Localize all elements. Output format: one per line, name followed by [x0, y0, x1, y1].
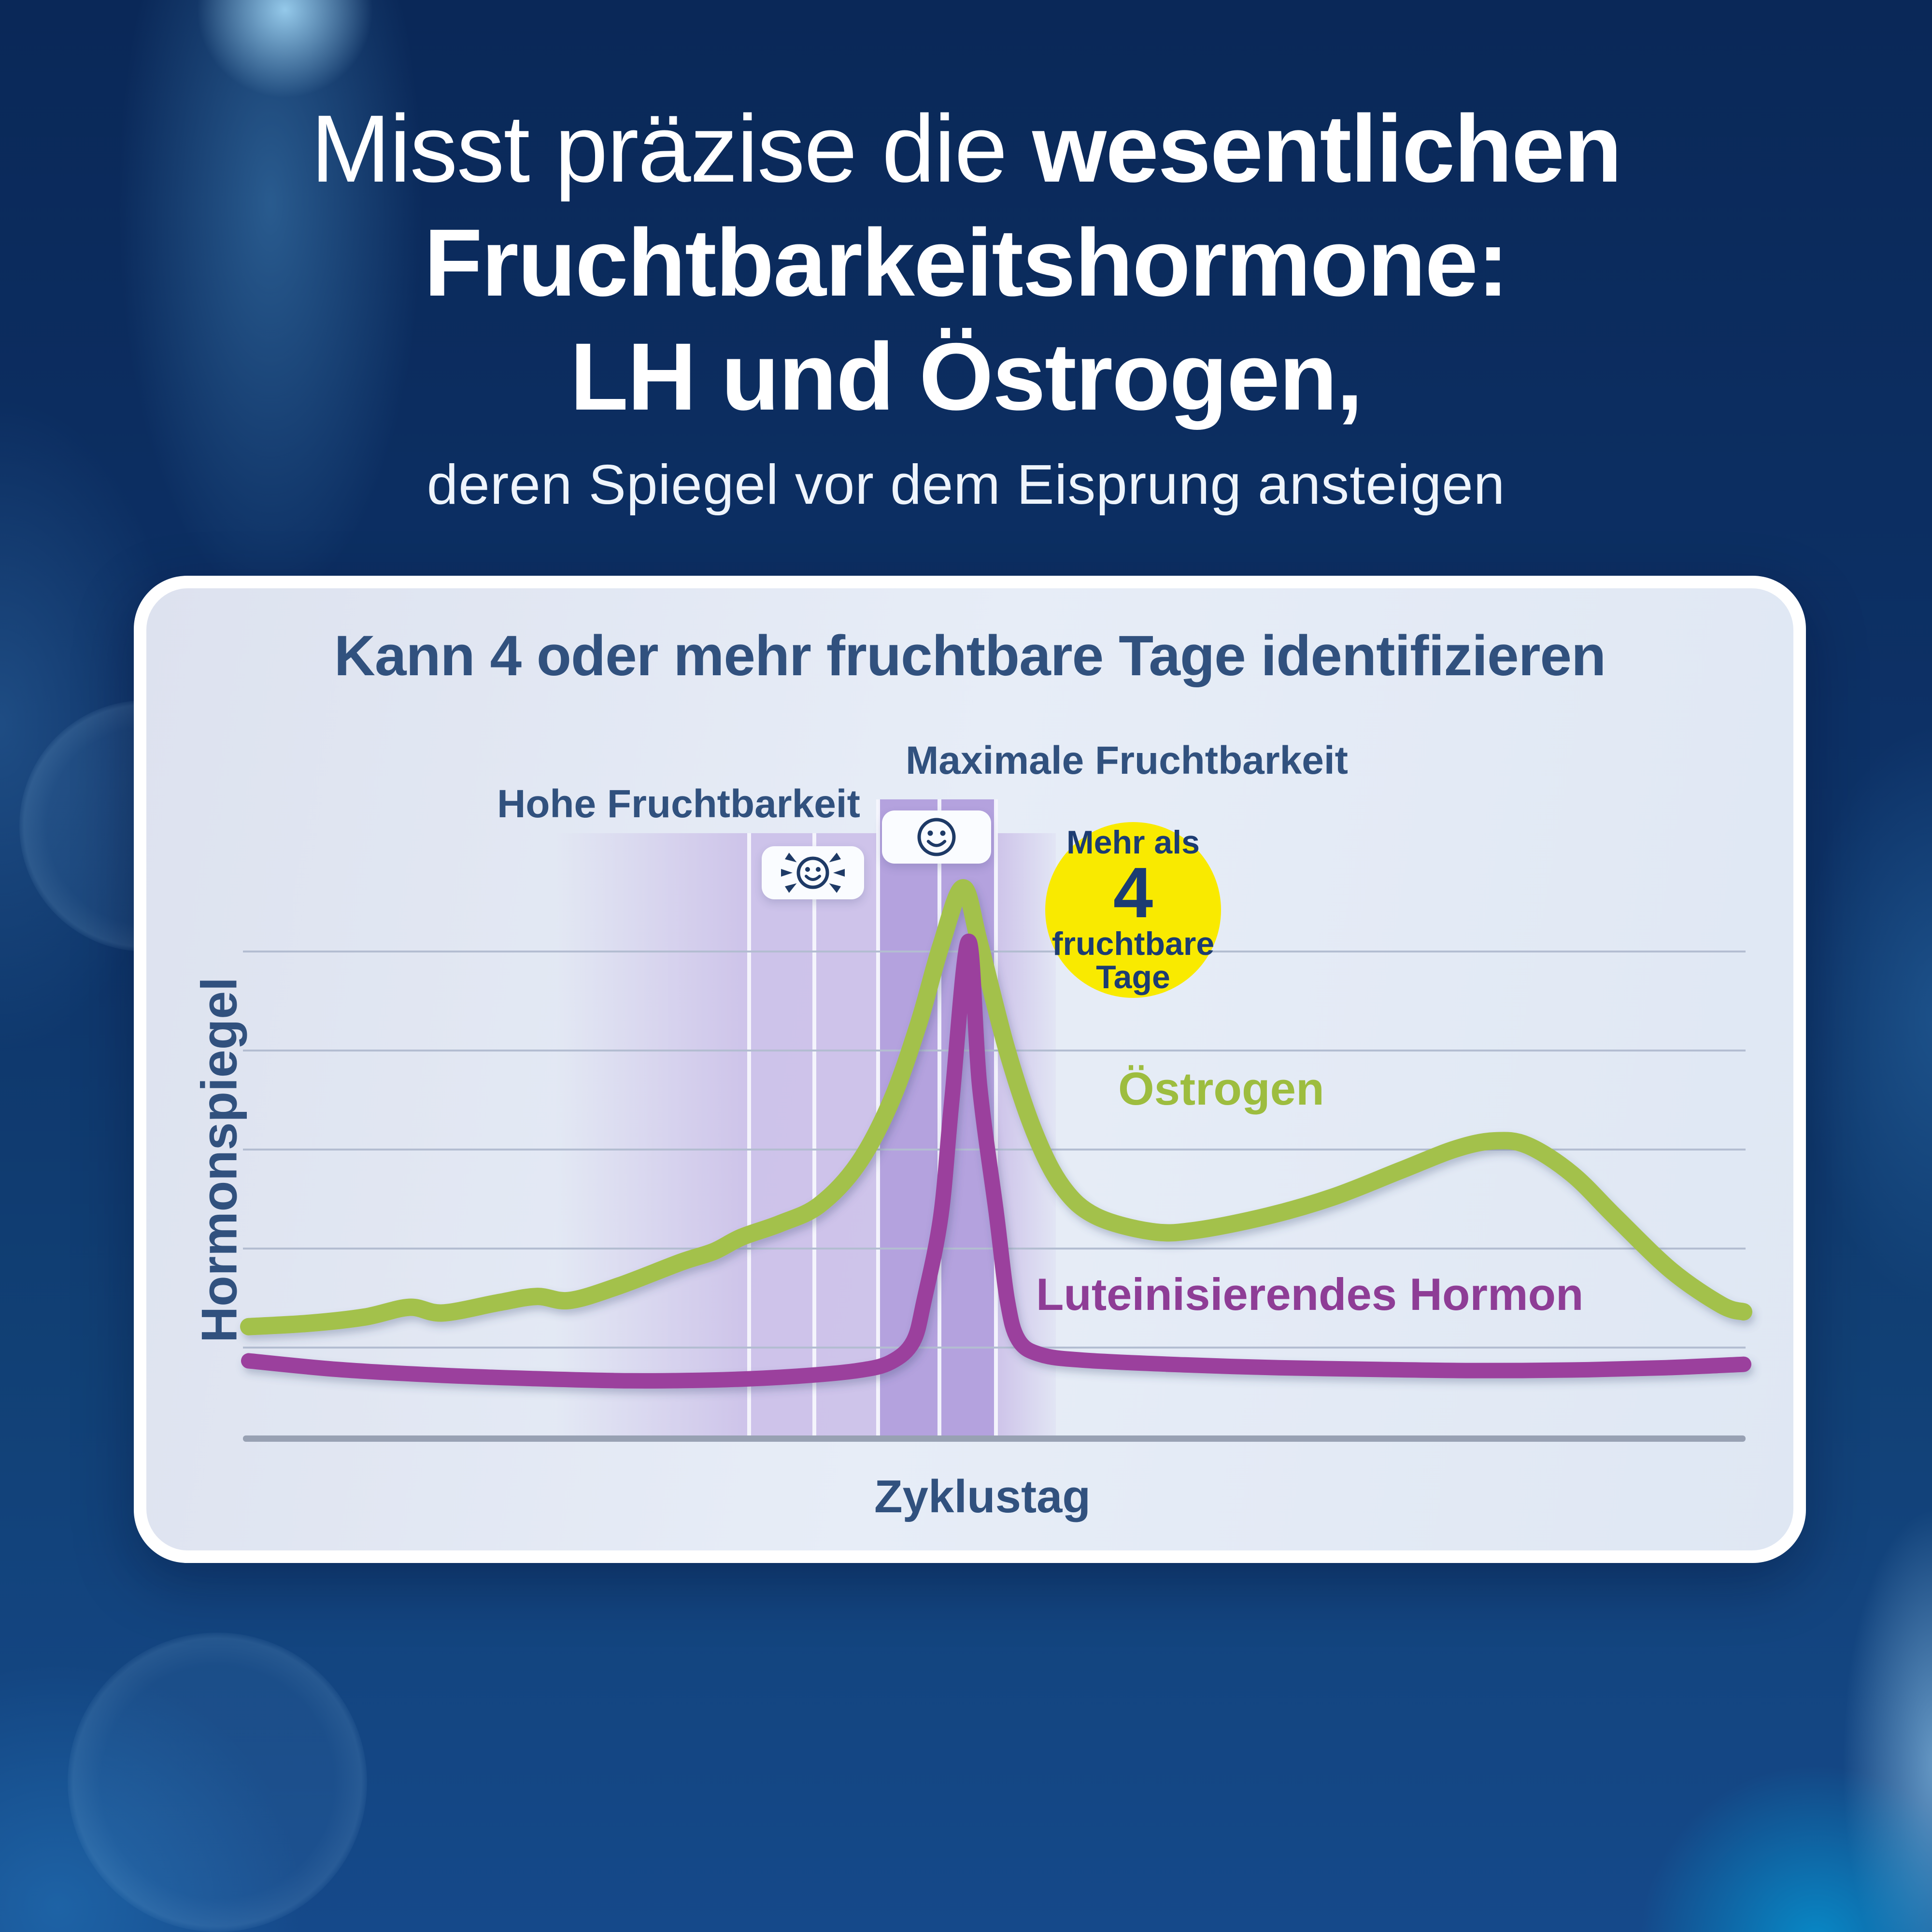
peak-fertility-label: Maximale Fruchtbarkeit	[906, 739, 1348, 782]
band-divider	[994, 799, 998, 1438]
smiley-icon	[917, 818, 956, 856]
gridline	[243, 1149, 1746, 1151]
peak-fertility-chip	[882, 810, 991, 864]
gridline	[243, 1050, 1746, 1051]
x-axis-line	[243, 1435, 1746, 1442]
high-fertility-label: Hohe Fruchtbarkeit	[497, 782, 860, 826]
peak-fertility-band-day2	[939, 799, 996, 1438]
gridline	[243, 1347, 1746, 1349]
fertile-days-badge: Mehr als 4 fruchtbare Tage	[1045, 822, 1221, 998]
band-divider	[876, 799, 880, 1438]
gridline	[243, 951, 1746, 952]
band-divider	[938, 799, 941, 1438]
heading-subtitle: deren Spiegel vor dem Eisprung ansteigen	[426, 453, 1506, 516]
heading-line1-light: Misst präzise die	[311, 95, 1033, 202]
heading-line-1: Misst präzise die wesentlichen	[0, 92, 1932, 206]
high-fertility-chip	[762, 846, 864, 899]
badge-line-2: fruchtbare	[1051, 925, 1215, 962]
chart-card: Kann 4 oder mehr fruchtbare Tage identif…	[134, 576, 1806, 1563]
heading-line-2: Fruchtbarkeitshormone:	[424, 209, 1509, 316]
gridline	[243, 1248, 1746, 1250]
peak-fertility-band-day1	[878, 799, 939, 1438]
badge-line-3: Tage	[1096, 958, 1170, 995]
heading-line-3: LH und Östrogen,	[570, 323, 1363, 430]
badge-line-1: Mehr als	[1066, 824, 1200, 861]
page-heading: Misst präzise die wesentlichen Fruchtbar…	[0, 92, 1932, 517]
flashing-smiley-icon	[781, 852, 845, 893]
heading-line1-bold: wesentlichen	[1032, 95, 1622, 202]
y-axis-label: Hormonspiegel	[191, 977, 248, 1343]
estrogen-series-label: Östrogen	[1118, 1063, 1324, 1115]
x-axis-label: Zyklustag	[874, 1471, 1091, 1522]
bokeh-glow	[68, 1633, 367, 1932]
badge-number: 4	[1113, 853, 1153, 933]
lh-series-label: Luteinisierendes Hormon	[1036, 1269, 1584, 1320]
chart-title: Kann 4 oder mehr fruchtbare Tage identif…	[334, 624, 1606, 688]
